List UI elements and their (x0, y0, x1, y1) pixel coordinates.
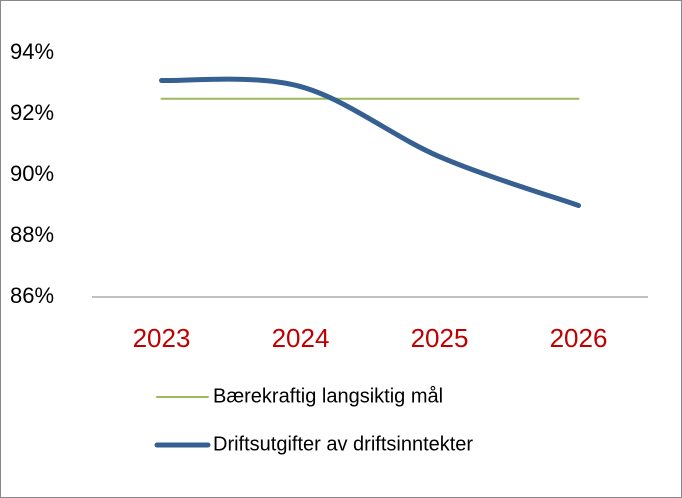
x-tick-label: 2026 (550, 323, 608, 353)
x-tick-label: 2023 (133, 323, 191, 353)
y-tick-label: 90% (10, 161, 54, 186)
legend-label: Bærekraftig langsiktig mål (213, 385, 443, 407)
legend-label: Driftsutgifter av driftsinntekter (213, 433, 473, 455)
y-tick-label: 86% (10, 283, 54, 308)
x-tick-label: 2024 (272, 323, 330, 353)
y-tick-label: 94% (10, 39, 54, 64)
x-tick-label: 2025 (411, 323, 469, 353)
y-tick-label: 92% (10, 100, 54, 125)
y-tick-label: 88% (10, 222, 54, 247)
line-series (159, 76, 581, 208)
